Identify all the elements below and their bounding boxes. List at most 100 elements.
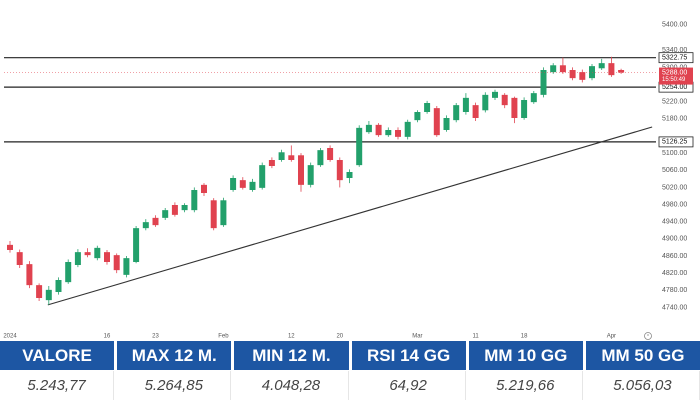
x-tick-label: 23 [152,334,159,340]
candle-body [74,252,81,265]
candle-body [16,252,23,265]
candle-body [171,205,178,215]
header-cell: MM 10 GG [468,341,583,370]
candle-body [104,252,110,262]
candle [521,97,528,120]
candle-body [569,70,576,79]
candle [94,245,101,261]
candle [375,123,382,137]
candle [385,127,392,137]
trendline [47,126,653,306]
x-tick-label: 12 [288,334,295,340]
value-cell: 5.264,85 [117,371,232,400]
candle-body [501,94,508,106]
header-cell: MIN 12 M. [234,341,349,370]
candle [65,259,72,284]
candle-body [259,165,266,188]
candle-body [249,181,256,190]
candle [249,178,256,192]
candle [16,249,23,268]
y-tick-label: 5180.00 [662,116,687,123]
candle-body [162,210,169,218]
candle [559,57,566,74]
candle-body [540,70,547,95]
candle-body [7,244,13,250]
candle [482,92,489,113]
candle-body [94,247,101,259]
candle [589,64,595,81]
candle [569,67,576,81]
stats-table: VALORE MAX 12 M. MIN 12 M. RSI 14 GG MM 10 G… [0,341,700,400]
candle [356,125,363,167]
value-cell: 5.219,66 [469,371,583,400]
candle [113,253,120,274]
candle [268,157,275,169]
last-price-box [659,67,693,85]
y-tick-label: 4740.00 [662,304,687,311]
candle-body [268,160,275,166]
candle-body [307,165,314,185]
candle-body [278,152,285,160]
x-tick-label: 20 [336,334,343,340]
candle [472,102,479,121]
candle [152,215,159,227]
candle [307,162,314,188]
candle-body [113,255,120,271]
level-label: 5254.00 [662,84,687,91]
candle [220,197,227,227]
x-tick-label: 11 [472,334,479,340]
candle [443,115,450,132]
candle [201,183,207,196]
candle-body [152,217,159,226]
candle [501,93,508,109]
candle [259,162,266,190]
candle-body [123,258,130,275]
candle [530,91,537,104]
y-tick-label: 4820.00 [662,270,687,277]
y-tick-label: 4980.00 [662,201,687,208]
value-cell: 5.056,03 [586,371,700,400]
candle [7,241,13,253]
candle-body [201,184,207,193]
header-cell: VALORE [0,341,115,370]
level-label-box [658,136,694,148]
candle-body [142,222,149,229]
candle-body [404,121,411,137]
candle [317,148,324,167]
y-tick-label: 5100.00 [662,150,687,157]
candle-body [530,93,537,103]
candle-body [492,91,498,98]
candle [181,203,188,213]
value-cell: 4.048,28 [234,371,349,400]
candle [74,249,81,268]
candle [162,208,169,220]
candle [608,56,615,77]
y-tick-label: 4940.00 [662,219,687,226]
candle-body [220,200,227,226]
clock-icon [644,332,652,340]
level-label: 5126.25 [662,139,687,146]
candle-body [298,155,304,185]
candle-body [375,124,382,136]
x-tick-label: 2024 [3,334,17,340]
candle-body [133,228,140,262]
candle-body [433,108,440,136]
value-cell: 5.243,77 [0,371,115,400]
candle [404,119,411,140]
countdown: 15:50:49 [662,77,686,83]
candle [36,283,43,301]
candle [84,248,91,258]
candle [433,106,440,137]
candle [395,127,401,140]
y-tick-label: 5340.00 [662,47,687,54]
candle-body [482,94,489,111]
candle [298,153,304,192]
candle-body [511,97,518,118]
candle-body [365,124,372,133]
candle-body [414,112,421,121]
candle [230,175,237,192]
candle [278,149,285,162]
value-row: 5.243,77 5.264,85 4.048,28 64,92 5.219,66 5.0… [0,371,700,400]
header-cell: RSI 14 GG [351,341,466,370]
